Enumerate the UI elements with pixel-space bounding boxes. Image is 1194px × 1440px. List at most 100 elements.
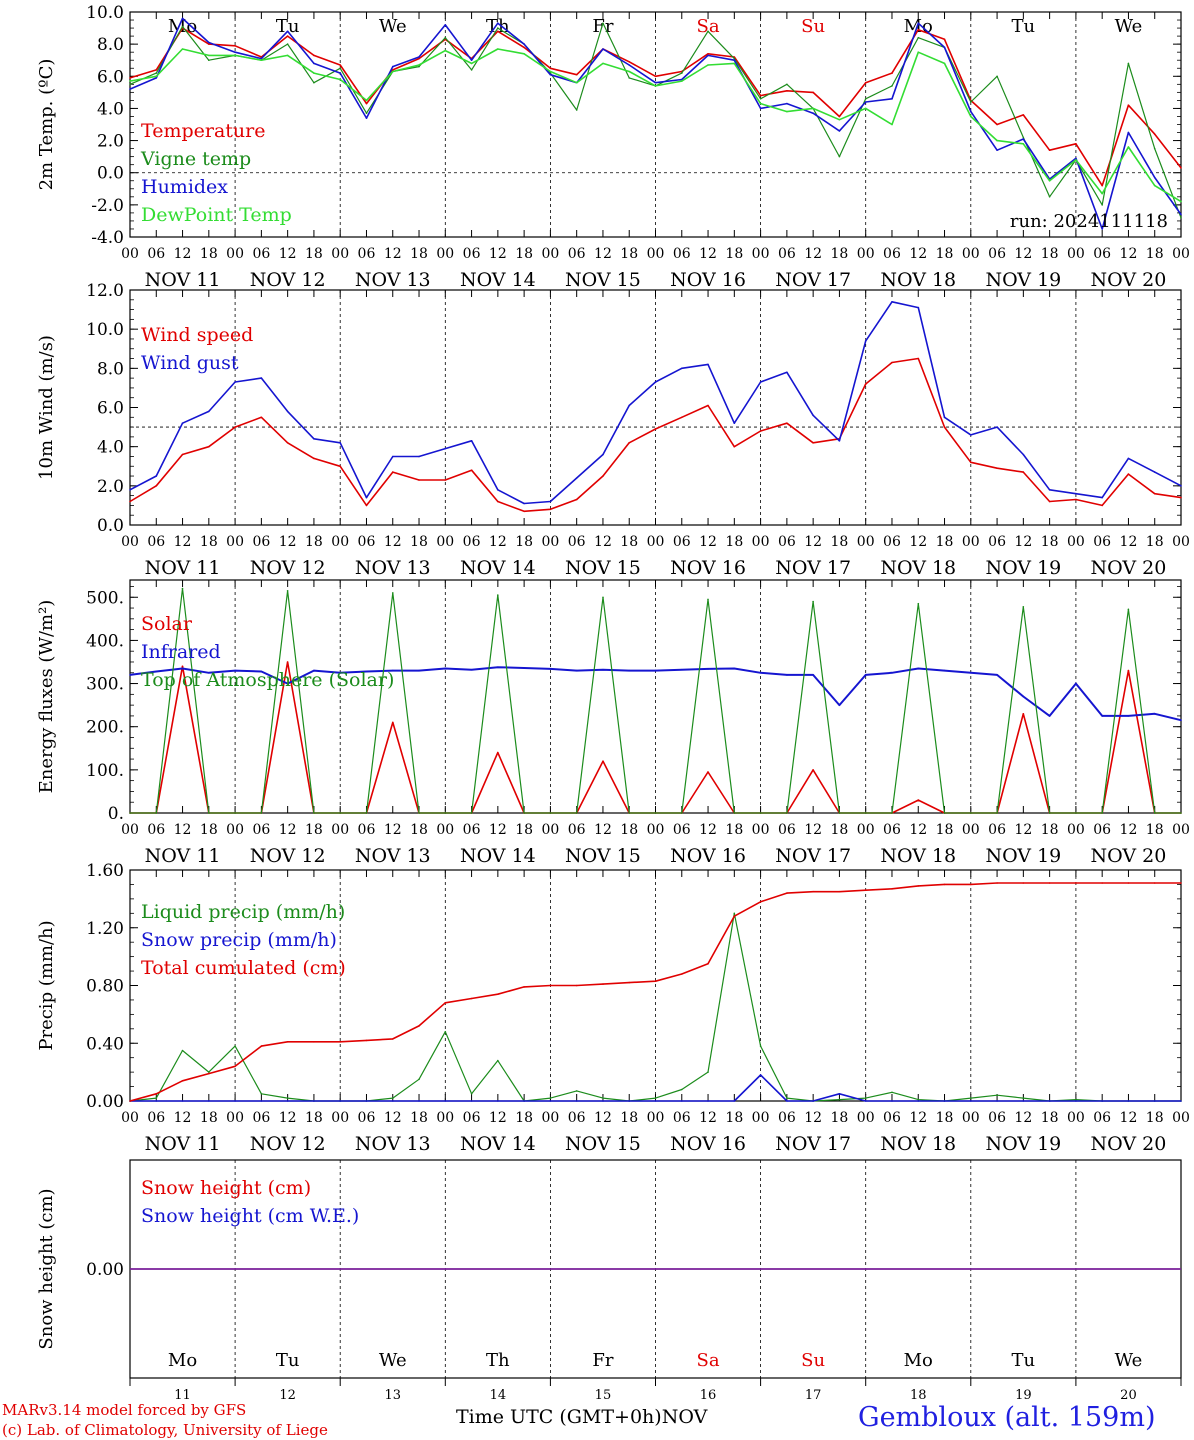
- x-hour-label: 12: [699, 822, 717, 838]
- data-point-red: [339, 64, 342, 66]
- data-point-blue: [575, 669, 578, 672]
- data-point-green: [1180, 216, 1182, 219]
- data-point-red: [759, 430, 762, 432]
- x-date-label: NOV 12: [250, 269, 326, 291]
- x-hour-label: 18: [200, 534, 218, 550]
- data-point-red: [628, 61, 630, 63]
- data-point-green: [943, 812, 946, 814]
- x-hour-label: 06: [673, 246, 691, 262]
- data-point-green: [628, 812, 630, 814]
- data-point-green: [1153, 812, 1156, 814]
- y-tick-label: 0.0: [97, 516, 124, 536]
- data-point-red: [864, 383, 867, 385]
- x-hour-label: 06: [358, 534, 376, 550]
- data-point-blue: [1101, 496, 1103, 499]
- data-point-red: [313, 1041, 315, 1043]
- data-point-blue: [1022, 138, 1025, 140]
- data-point-green: [970, 812, 972, 814]
- data-point-red: [628, 981, 630, 984]
- x-date-label: NOV 17: [775, 1133, 851, 1155]
- data-point-blue: [365, 670, 368, 673]
- data-point-red: [681, 973, 683, 975]
- x-date-label: NOV 18: [880, 1133, 956, 1155]
- x-day-number: 16: [700, 1388, 717, 1403]
- x-date-label: NOV 20: [1091, 557, 1167, 579]
- data-point-green: [864, 1097, 867, 1099]
- data-point-green: [392, 1097, 394, 1099]
- legend-entry-lightgreen: DewPoint Temp: [141, 204, 292, 226]
- x-date-label: NOV 11: [145, 845, 221, 867]
- y-axis-label: Energy fluxes (W/m²): [36, 600, 57, 794]
- data-point-green: [759, 98, 762, 100]
- x-hour-label: 00: [1172, 534, 1190, 550]
- x-hour-label: 12: [1120, 534, 1138, 550]
- y-tick-label: 100.: [86, 761, 124, 781]
- data-point-blue: [392, 1100, 394, 1102]
- x-date-label: NOV 17: [775, 557, 851, 579]
- data-point-blue: [707, 668, 709, 670]
- x-hour-label: 00: [436, 534, 454, 550]
- data-point-green: [365, 812, 368, 814]
- legend-entry-blue: Humidex: [141, 176, 228, 198]
- weekday-label: Th: [486, 1350, 510, 1371]
- data-point-red: [1022, 882, 1025, 884]
- x-hour-label: 12: [1014, 534, 1032, 550]
- data-point-red: [917, 28, 920, 31]
- data-point-red: [313, 457, 315, 460]
- x-hour-label: 06: [358, 246, 376, 262]
- data-point-blue: [444, 447, 447, 450]
- data-point-red: [523, 46, 525, 49]
- x-hour-label: 06: [778, 534, 796, 550]
- data-point-red: [917, 799, 920, 801]
- x-hour-label: 18: [410, 822, 428, 838]
- data-point-blue: [996, 426, 998, 428]
- data-point-blue: [970, 110, 972, 113]
- data-point-green: [786, 1097, 788, 1099]
- weekday-label: Fr: [592, 16, 613, 37]
- x-date-label: NOV 16: [670, 269, 746, 291]
- x-hour-label: 18: [936, 534, 954, 550]
- data-point-green: [1048, 196, 1051, 198]
- x-date-label: NOV 16: [670, 845, 746, 867]
- data-point-green: [602, 22, 604, 25]
- data-point-red: [1022, 114, 1025, 116]
- data-point-green: [786, 83, 788, 86]
- y-tick-label: 4.0: [97, 438, 124, 458]
- data-point-red: [943, 883, 946, 886]
- data-point-red: [208, 445, 210, 448]
- data-point-green: [1022, 136, 1025, 139]
- x-date-label: NOV 19: [985, 845, 1061, 867]
- data-point-red: [365, 1039, 368, 1042]
- data-point-blue: [497, 1100, 499, 1102]
- x-hour-label: 12: [384, 822, 402, 838]
- data-point-red: [549, 67, 552, 70]
- y-tick-label: 6.0: [97, 67, 124, 87]
- data-point-blue: [759, 1074, 762, 1076]
- data-point-green: [654, 812, 657, 814]
- data-point-blue: [707, 363, 709, 366]
- weekday-label: Tu: [1012, 16, 1036, 37]
- data-point-red: [1048, 500, 1051, 503]
- data-point-red: [155, 1093, 158, 1095]
- legend-entry-blue: Snow height (cm W.E.): [141, 1205, 359, 1227]
- x-hour-label: 12: [279, 822, 297, 838]
- y-tick-label: 500.: [86, 588, 124, 608]
- data-point-blue: [812, 112, 814, 114]
- data-point-lightgreen: [996, 139, 998, 142]
- data-point-red: [392, 471, 394, 473]
- data-point-green: [1075, 812, 1077, 814]
- data-point-red: [129, 77, 131, 79]
- data-point-blue: [497, 666, 499, 668]
- data-point-red: [497, 30, 499, 33]
- data-point-blue: [864, 1100, 867, 1102]
- x-hour-label: 12: [1014, 822, 1032, 838]
- data-point-blue: [733, 1100, 736, 1102]
- data-point-red: [523, 510, 525, 513]
- legend-entry-blue: Wind gust: [141, 352, 239, 374]
- data-point-red: [181, 665, 184, 668]
- data-point-green: [418, 812, 420, 814]
- data-point-red: [707, 53, 709, 55]
- data-point-blue: [1127, 457, 1130, 460]
- data-point-red: [970, 461, 972, 464]
- data-point-green: [497, 27, 499, 29]
